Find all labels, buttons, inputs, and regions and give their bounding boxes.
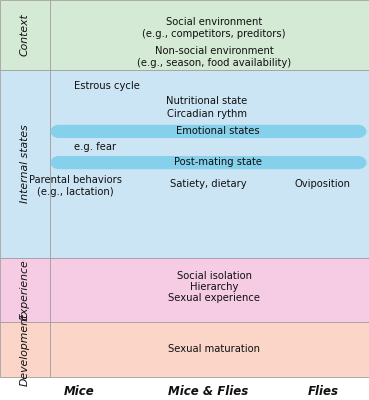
Bar: [0, 70, 50, 258]
Bar: [50, 70, 369, 258]
Text: Mice & Flies: Mice & Flies: [168, 385, 249, 398]
Text: Internal states: Internal states: [20, 125, 30, 203]
Text: Development: Development: [20, 313, 30, 386]
Text: Context: Context: [20, 14, 30, 56]
Text: Estrous cycle: Estrous cycle: [74, 81, 140, 91]
Bar: [0, 258, 50, 322]
Text: Oviposition: Oviposition: [295, 179, 351, 189]
Text: Flies: Flies: [307, 385, 338, 398]
Text: Mice: Mice: [64, 385, 95, 398]
Text: Emotional states: Emotional states: [176, 126, 259, 136]
Bar: [0, 322, 50, 377]
Text: Social isolation: Social isolation: [176, 271, 252, 281]
Bar: [50, 0, 369, 70]
Text: Experience: Experience: [20, 260, 30, 320]
Text: Satiety, dietary: Satiety, dietary: [170, 179, 247, 189]
FancyBboxPatch shape: [50, 125, 367, 138]
Bar: [50, 258, 369, 322]
Text: Social environment
(e.g., competitors, preditors): Social environment (e.g., competitors, p…: [142, 17, 286, 39]
Text: e.g. fear: e.g. fear: [74, 142, 116, 152]
Text: Hierarchy: Hierarchy: [190, 282, 238, 292]
Text: Sexual maturation: Sexual maturation: [168, 344, 260, 354]
FancyBboxPatch shape: [50, 156, 367, 169]
Bar: [0, 0, 50, 70]
Text: Sexual experience: Sexual experience: [168, 294, 260, 303]
Text: Circadian rythm: Circadian rythm: [167, 109, 246, 119]
Bar: [50, 322, 369, 377]
Text: Non-social environment
(e.g., season, food availability): Non-social environment (e.g., season, fo…: [137, 46, 291, 68]
Text: Nutritional state: Nutritional state: [166, 96, 247, 106]
Text: Post-mating state: Post-mating state: [174, 157, 262, 167]
Text: Parental behaviors
(e.g., lactation): Parental behaviors (e.g., lactation): [29, 175, 122, 197]
